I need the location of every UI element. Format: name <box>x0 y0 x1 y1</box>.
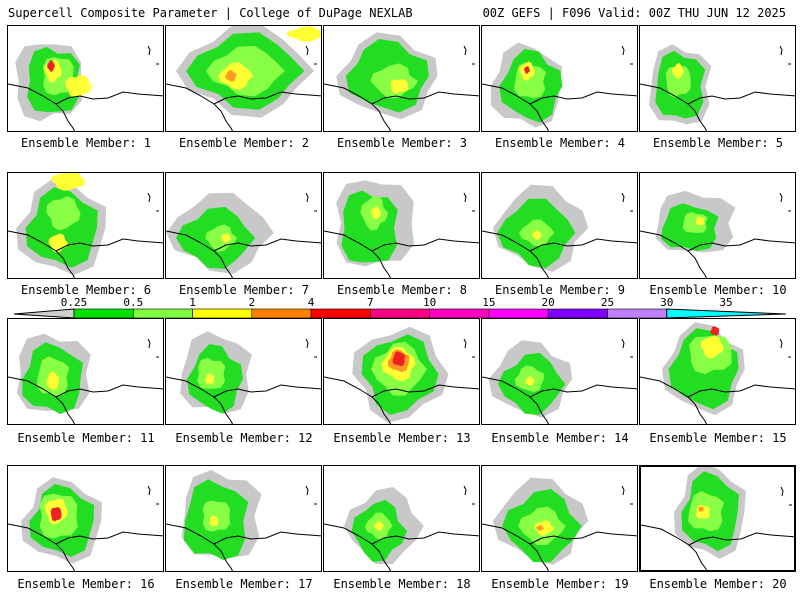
map-panel-member-11[interactable] <box>7 318 164 425</box>
member-label: Ensemble Member: 11 <box>17 431 155 445</box>
scp-map <box>8 44 163 131</box>
map-panel-member-6[interactable] <box>7 172 164 279</box>
colorbar-tick-label: 1 <box>189 296 196 309</box>
colorbar-segment <box>73 308 134 319</box>
colorbar-segment <box>192 308 253 319</box>
colorbar-tick-label: 7 <box>367 296 374 309</box>
colorbar-tick-label: 0.25 <box>60 296 88 309</box>
map-panel-member-16[interactable] <box>7 465 164 572</box>
colorbar-tick-label: 4 <box>307 296 315 309</box>
scp-map <box>324 180 479 278</box>
member-label: Ensemble Member: 7 <box>178 283 310 297</box>
scp-map <box>640 322 795 424</box>
member-label: Ensemble Member: 4 <box>494 136 626 150</box>
map-panel-member-8[interactable] <box>323 172 480 279</box>
scp-map <box>640 44 795 131</box>
colorbar-tick-label: 25 <box>600 296 615 309</box>
map-panel-member-17[interactable] <box>165 465 322 572</box>
member-label: Ensemble Member: 17 <box>175 577 313 591</box>
colorbar-segment <box>370 308 430 319</box>
header-left: Supercell Composite Parameter | College … <box>8 6 413 20</box>
colorbar-left-arrow <box>13 308 75 319</box>
colorbar-right-arrow <box>666 308 787 319</box>
scp-map <box>166 26 321 131</box>
member-label: Ensemble Member: 20 <box>649 577 787 591</box>
map-panel-member-7[interactable] <box>165 172 322 279</box>
map-panel-member-18[interactable] <box>323 465 480 572</box>
color-scale-bar <box>13 308 787 319</box>
member-label: Ensemble Member: 19 <box>491 577 629 591</box>
scp-map <box>8 173 163 278</box>
map-panel-member-2[interactable] <box>165 25 322 132</box>
scp-map <box>482 42 637 131</box>
member-label: Ensemble Member: 9 <box>494 283 626 297</box>
member-label: Ensemble Member: 14 <box>491 431 629 445</box>
map-panel-member-5[interactable] <box>639 25 796 132</box>
map-panel-member-3[interactable] <box>323 25 480 132</box>
colorbar-segment <box>310 308 371 319</box>
map-panel-member-19[interactable] <box>481 465 638 572</box>
member-label: Ensemble Member: 6 <box>20 283 152 297</box>
map-panel-member-14[interactable] <box>481 318 638 425</box>
member-label: Ensemble Member: 15 <box>649 431 787 445</box>
colorbar-segment <box>429 308 490 319</box>
member-label: Ensemble Member: 5 <box>652 136 784 150</box>
colorbar-tick-label: 0.5 <box>123 296 144 309</box>
member-label: Ensemble Member: 12 <box>175 431 313 445</box>
member-label: Ensemble Member: 13 <box>333 431 471 445</box>
scp-map <box>482 477 637 571</box>
map-panel-member-12[interactable] <box>165 318 322 425</box>
colorbar-segment <box>607 308 668 319</box>
scp-map <box>166 192 321 278</box>
scp-map <box>8 477 163 571</box>
scp-map <box>324 326 479 424</box>
map-panel-member-20[interactable] <box>639 465 796 572</box>
map-panel-member-1[interactable] <box>7 25 164 132</box>
map-panel-member-10[interactable] <box>639 172 796 279</box>
colorbar-segment <box>251 308 312 319</box>
map-panel-member-13[interactable] <box>323 318 480 425</box>
colorbar-tick-label: 35 <box>719 296 733 309</box>
map-panel-member-15[interactable] <box>639 318 796 425</box>
member-label: Ensemble Member: 2 <box>178 136 310 150</box>
header-right: 00Z GEFS | F096 Valid: 00Z THU JUN 12 20… <box>482 6 786 20</box>
colorbar-segment <box>547 308 608 319</box>
scp-map <box>482 338 637 424</box>
colorbar-tick-label: 15 <box>482 296 496 309</box>
colorbar-tick-label: 10 <box>423 296 437 309</box>
colorbar-tick-label: 2 <box>248 296 256 309</box>
scp-map <box>640 190 795 278</box>
member-label: Ensemble Member: 8 <box>336 283 468 297</box>
map-panel-member-9[interactable] <box>481 172 638 279</box>
member-label: Ensemble Member: 10 <box>649 283 787 297</box>
scp-map <box>166 331 321 424</box>
member-label: Ensemble Member: 3 <box>336 136 468 150</box>
colorbar-tick-label: 20 <box>541 296 555 309</box>
scp-map <box>641 467 794 570</box>
member-label: Ensemble Member: 1 <box>20 136 152 150</box>
colorbar-segment <box>132 308 193 319</box>
member-label: Ensemble Member: 16 <box>17 577 155 591</box>
scp-map <box>482 184 637 278</box>
colorbar-tick-label: 30 <box>660 296 674 309</box>
colorbar-segment <box>488 308 549 319</box>
map-panel-member-4[interactable] <box>481 25 638 132</box>
scp-map <box>166 469 321 571</box>
scp-map <box>8 333 163 424</box>
scp-map <box>324 485 479 571</box>
member-label: Ensemble Member: 18 <box>333 577 471 591</box>
scp-map <box>324 32 479 131</box>
